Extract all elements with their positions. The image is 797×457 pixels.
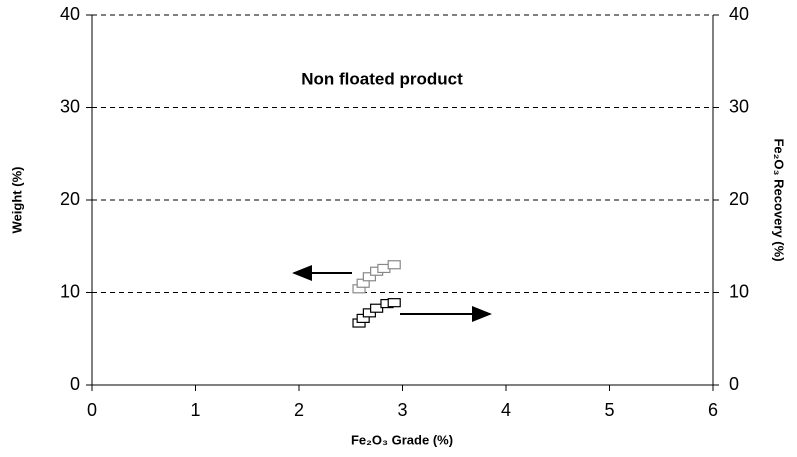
y2-tick-label: 0 bbox=[729, 374, 739, 394]
y-axis-label: Weight (%) bbox=[9, 167, 24, 234]
y-tick-label: 0 bbox=[70, 374, 80, 394]
point bbox=[388, 299, 400, 307]
x-tick-label: 3 bbox=[397, 400, 407, 420]
y2-axis-label: Fe₂O₃ Recovery (%) bbox=[772, 138, 787, 261]
annotation: Non floated product bbox=[301, 69, 463, 88]
y-tick-label: 20 bbox=[60, 189, 80, 209]
y2-tick-label: 30 bbox=[729, 96, 749, 116]
x-tick-label: 2 bbox=[294, 400, 304, 420]
y-tick-label: 40 bbox=[60, 4, 80, 24]
y2-tick-label: 10 bbox=[729, 281, 749, 301]
x-tick-label: 0 bbox=[87, 400, 97, 420]
x-tick-label: 1 bbox=[190, 400, 200, 420]
chart: Non floated product Fe₂O₃ Grade (%) Weig… bbox=[0, 0, 797, 457]
x-tick-label: 4 bbox=[501, 400, 511, 420]
x-tick-label: 5 bbox=[604, 400, 614, 420]
y-tick-label: 10 bbox=[60, 281, 80, 301]
x-tick-label: 6 bbox=[708, 400, 718, 420]
y-tick-label: 30 bbox=[60, 96, 80, 116]
x-axis-label: Fe₂O₃ Grade (%) bbox=[351, 432, 453, 447]
y2-tick-label: 20 bbox=[729, 189, 749, 209]
point bbox=[388, 261, 400, 269]
y2-tick-label: 40 bbox=[729, 4, 749, 24]
